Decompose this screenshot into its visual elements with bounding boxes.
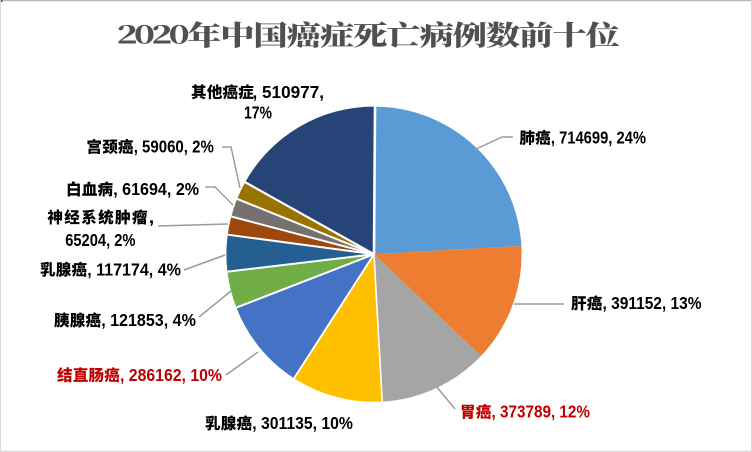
- svg-text:, 286162, 10%: , 286162, 10%: [120, 365, 222, 385]
- svg-text:, 373789, 12%: , 373789, 12%: [492, 402, 591, 422]
- svg-text:, 301135, 10%: , 301135, 10%: [252, 413, 353, 433]
- svg-text:, 510977,: , 510977,: [253, 82, 325, 102]
- svg-text:, 714699, 24%: , 714699, 24%: [551, 128, 646, 148]
- svg-text:, 121853, 4%: , 121853, 4%: [101, 310, 196, 330]
- svg-text:65204, 2%: 65204, 2%: [65, 230, 136, 250]
- svg-text:17%: 17%: [244, 103, 272, 123]
- svg-text:, 59060, 2%: , 59060, 2%: [134, 137, 214, 157]
- svg-text:,: ,: [149, 207, 155, 227]
- svg-text:, 391152, 13%: , 391152, 13%: [603, 293, 702, 313]
- svg-text:, 61694, 2%: , 61694, 2%: [113, 179, 199, 199]
- svg-text:, 117174, 4%: , 117174, 4%: [87, 259, 181, 279]
